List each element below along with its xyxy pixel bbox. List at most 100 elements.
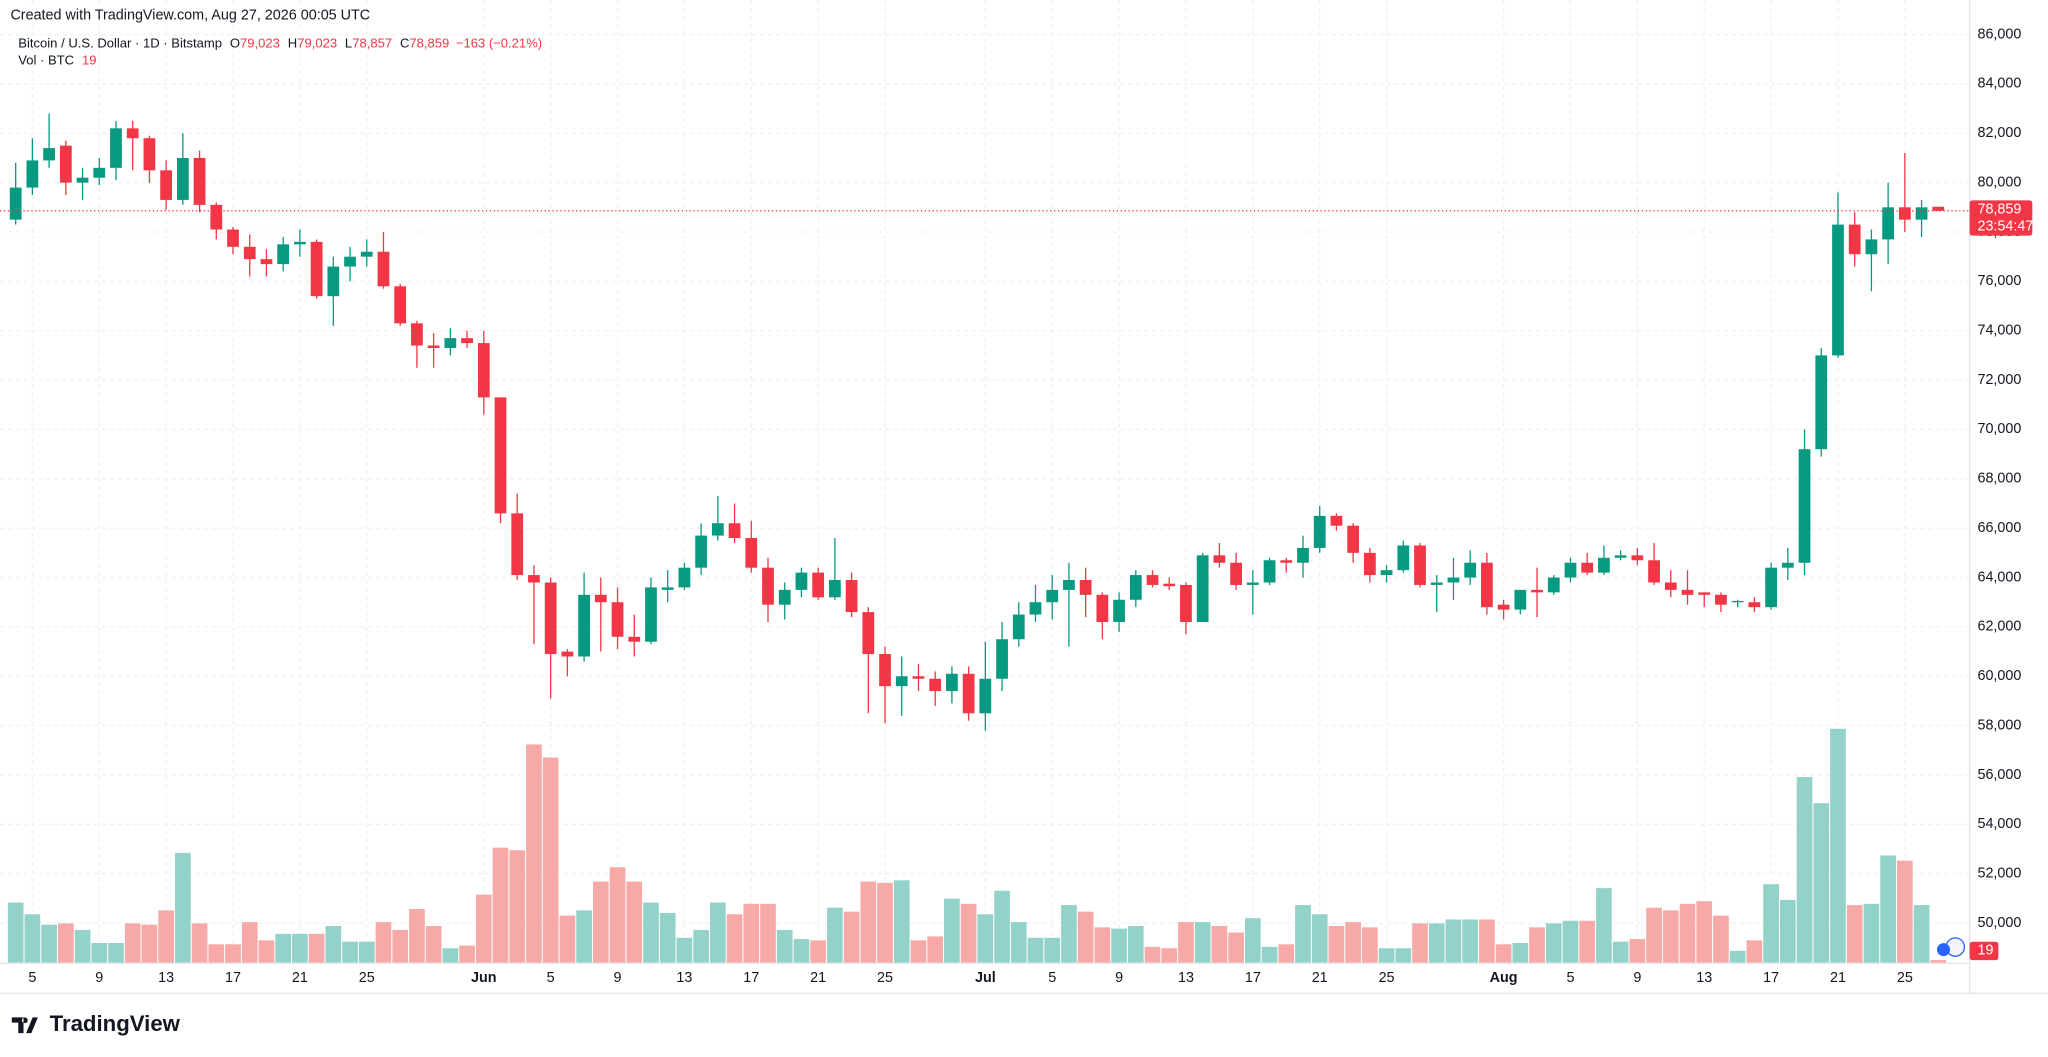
candle-body — [879, 654, 891, 687]
volume-bar — [1010, 922, 1027, 963]
volume-bar — [191, 923, 208, 963]
candle-body — [1046, 589, 1059, 603]
candle-body — [628, 636, 641, 642]
y-tick-label: 86,000 — [1977, 26, 2021, 42]
candle-body — [1280, 560, 1293, 563]
volume-bar — [910, 940, 927, 963]
y-tick-label: 68,000 — [1977, 471, 2021, 487]
volume-title: Vol · BTC — [18, 53, 74, 68]
volume-legend: Vol · BTC 19 — [18, 53, 96, 68]
candle-body — [745, 538, 758, 568]
volume-bar — [1495, 944, 1512, 963]
candle-body — [996, 639, 1008, 679]
candle-body — [1029, 602, 1042, 615]
ohlc-label: O — [230, 36, 240, 51]
candle-body — [394, 286, 407, 324]
volume-bar — [325, 926, 342, 963]
volume-bar — [1027, 937, 1044, 963]
volume-bar — [1529, 927, 1545, 963]
candle-body — [1330, 515, 1343, 526]
candle-body — [227, 229, 239, 247]
candle-body — [929, 678, 942, 692]
candle-body — [43, 148, 55, 161]
candle-body — [946, 673, 958, 692]
candle-body — [895, 676, 908, 687]
volume-bar — [977, 914, 994, 963]
volume-axis-label: 19 — [1977, 943, 1993, 959]
volume-bar — [108, 942, 124, 963]
y-tick-label: 64,000 — [1977, 569, 2021, 585]
candle-body — [411, 323, 423, 346]
x-tick-label: 21 — [1312, 970, 1328, 986]
volume-bar — [358, 941, 375, 963]
volume-bar — [1562, 920, 1579, 963]
ohlc-value: 78,857 — [352, 36, 392, 51]
candle-body — [377, 251, 390, 287]
volume-bar — [1278, 944, 1295, 963]
candle-body — [1815, 355, 1828, 450]
candle-body — [477, 343, 490, 398]
candle-body — [210, 204, 223, 230]
candle-body — [661, 587, 674, 590]
y-tick-label: 74,000 — [1977, 323, 2021, 339]
volume-bar — [241, 922, 258, 963]
ohlc-value: 79,023 — [297, 36, 337, 51]
x-tick-label: 9 — [95, 970, 103, 986]
candle-body — [1765, 567, 1777, 608]
candle-body — [778, 589, 791, 605]
volume-bar — [475, 894, 492, 963]
volume-bar — [1612, 941, 1629, 963]
volume-bar — [1362, 927, 1378, 963]
x-tick-label: 21 — [1830, 970, 1846, 986]
volume-bar — [509, 850, 526, 963]
volume-bar — [1144, 946, 1161, 963]
candle-body — [1564, 562, 1577, 578]
volume-bar — [676, 937, 693, 963]
volume-bar — [1545, 923, 1562, 963]
candle-body — [1246, 582, 1259, 585]
volume-bar — [74, 929, 91, 963]
volume-bar — [292, 933, 308, 963]
volume-bar — [1094, 927, 1111, 963]
volume-bar — [1261, 946, 1278, 963]
x-tick-label: 5 — [1048, 970, 1056, 986]
x-tick-label: 5 — [1566, 970, 1574, 986]
candle-body — [243, 246, 256, 260]
volume-bar — [1696, 901, 1713, 963]
candle-body — [912, 676, 925, 679]
volume-bar — [1211, 926, 1228, 963]
candle-body — [193, 157, 206, 205]
volume-bar — [1913, 905, 1930, 963]
y-tick-label: 66,000 — [1977, 520, 2021, 536]
volume-bar — [41, 924, 57, 963]
volume-bar — [1161, 948, 1178, 963]
candle-body — [561, 651, 574, 657]
volume-bar — [342, 941, 358, 963]
x-tick-label: Jun — [471, 970, 497, 986]
candle-body — [528, 575, 540, 583]
volume-bar — [1061, 905, 1077, 963]
candle-body — [1898, 207, 1911, 220]
volume-bar — [442, 948, 459, 963]
y-tick-label: 58,000 — [1977, 717, 2021, 733]
volume-axis-box — [1969, 941, 1999, 961]
candle-body — [310, 241, 323, 297]
volume-bar — [1378, 948, 1395, 963]
created-note: Created with TradingView.com, Aug 27, 20… — [10, 7, 370, 23]
candle-body — [979, 678, 992, 714]
candle-body — [360, 251, 373, 257]
ohlc-value: 79,023 — [240, 36, 280, 51]
candle-body — [1430, 582, 1443, 585]
volume-bar — [1830, 728, 1846, 963]
candle-body — [1297, 547, 1309, 563]
last-price-box — [1969, 200, 2033, 236]
volume-bar — [1479, 919, 1495, 963]
volume-bar — [893, 880, 910, 963]
volume-bar — [208, 944, 225, 963]
volume-bar — [1295, 905, 1311, 963]
candle-body — [1531, 589, 1543, 593]
volume-bar — [542, 757, 559, 963]
volume-bar — [158, 910, 174, 963]
